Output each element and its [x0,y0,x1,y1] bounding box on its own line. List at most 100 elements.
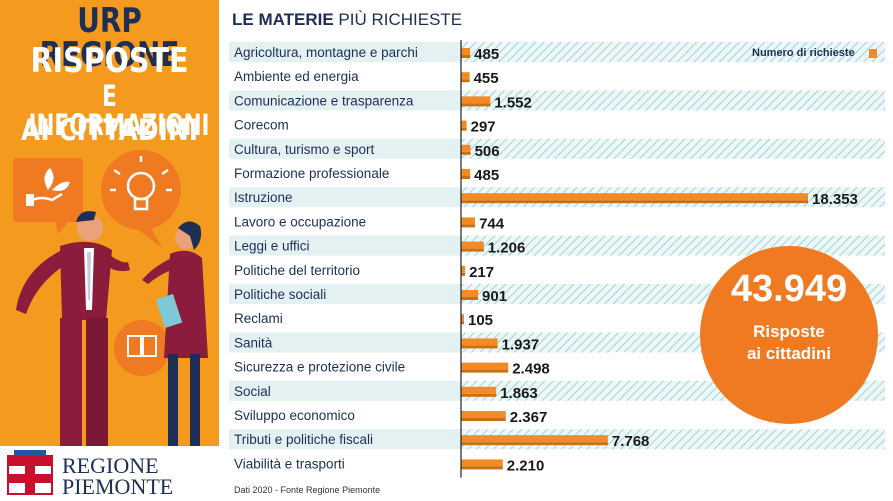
bar-shadow [461,297,479,300]
chart-title-rest: PIÙ RICHIESTE [333,10,463,29]
bar [461,362,509,370]
bar [461,72,470,80]
row-background [229,187,461,208]
category-label: Comunicazione e trasparenza [234,93,414,108]
row-background [229,114,461,135]
value-label: 485 [474,167,499,184]
category-label: Istruzione [234,190,293,205]
bar-shadow [461,393,497,397]
row-stripe [461,90,885,111]
category-label: Politiche del territorio [234,263,360,278]
bar [461,120,467,128]
legend-swatch [869,49,877,58]
value-label: 901 [482,288,507,305]
bar-shadow [461,442,608,446]
bar-shadow [461,272,466,276]
total-value: 43.949 [730,268,848,310]
bar-shadow [461,369,509,373]
bar-shadow [461,127,467,131]
row-background [229,308,461,329]
row-background [229,259,461,280]
category-label: Social [234,384,271,399]
row-background [229,163,461,183]
row-background [229,90,461,111]
value-label: 1.206 [488,240,526,257]
bar-shadow [461,176,471,179]
headline-line-1: URP REGIONE [39,1,180,75]
value-label: 1.552 [494,94,532,111]
category-label: Tributi e politiche fiscali [234,432,373,447]
bar-shadow [461,224,476,228]
category-label: Politiche sociali [234,287,326,302]
piemonte-coat-of-arms-icon [7,450,53,495]
bar-shadow [461,345,498,349]
value-label: 506 [475,143,500,160]
bar-shadow [461,55,471,58]
value-label: 2.498 [512,361,550,378]
plant-hand-icon [13,158,83,234]
category-label: Sanità [234,335,273,350]
row-background [229,453,461,474]
category-label: Sviluppo economico [234,408,355,423]
chart-title-bold: LE MATERIE [232,10,334,29]
row-background [229,66,461,87]
people-illustration [13,150,208,446]
bar [461,96,491,104]
bar [461,411,506,418]
bar-shadow [461,103,491,107]
bar [461,386,497,394]
source-note: Dati 2020 - Fonte Regione Piemonte [234,485,381,495]
bar [461,265,466,273]
row-stripe [461,42,885,62]
bar [461,314,464,322]
row-background [229,211,461,232]
row-background [229,138,461,159]
legend-label: Numero di richieste [752,47,855,59]
bar [461,435,608,443]
category-label: Agricoltura, montagne e parchi [234,45,418,60]
headline-line-3: E INFORMAZIONI [28,79,210,142]
bar-shadow [461,321,464,325]
value-label: 105 [468,312,493,329]
value-label: 18.353 [812,191,858,208]
row-stripe [461,138,885,159]
value-label: 1.937 [502,336,540,353]
row-background [229,235,461,256]
bar-shadow [461,79,470,83]
book-icon [114,320,170,376]
value-label: 485 [474,46,499,63]
category-label: Ambiente ed energia [234,69,359,84]
row-background [229,332,461,353]
category-label: Corecom [234,118,289,133]
category-label: Sicurezza e protezione civile [234,360,405,375]
bar-shadow [461,418,506,421]
row-background [229,429,461,450]
value-label: 744 [479,215,505,232]
row-background [229,284,461,304]
category-label: Cultura, turismo e sport [234,142,375,157]
bar [461,48,471,55]
category-label: Lavoro e occupazione [234,214,366,229]
category-label: Leggi e uffici [234,239,310,254]
bar [461,193,808,201]
value-label: 2.210 [507,457,545,474]
category-label: Reclami [234,311,283,326]
left-panel: URP REGIONE RISPOSTE E INFORMAZIONI AI C… [0,0,219,501]
bar-shadow [461,200,808,204]
woman-figure [142,221,208,446]
man-figure [16,211,130,446]
value-label: 7.768 [612,433,650,450]
value-label: 217 [469,264,494,281]
headline-line-4: AI CITTADINI [21,113,198,147]
total-badge: 43.949 Risposte ai cittadini [700,246,878,424]
bar [461,241,484,249]
bar [461,459,503,467]
value-label: 1.863 [500,385,538,402]
logo-area [0,446,219,501]
row-background [229,405,461,425]
total-label-line-2: ai cittadini [746,344,832,363]
chart-title: LE MATERIE PIÙ RICHIESTE [232,10,462,30]
logo-text-regione: REGIONE [62,453,159,478]
